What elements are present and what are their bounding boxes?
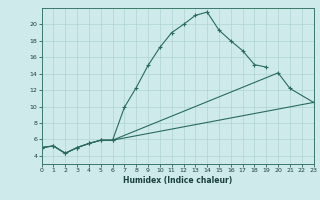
X-axis label: Humidex (Indice chaleur): Humidex (Indice chaleur): [123, 176, 232, 185]
